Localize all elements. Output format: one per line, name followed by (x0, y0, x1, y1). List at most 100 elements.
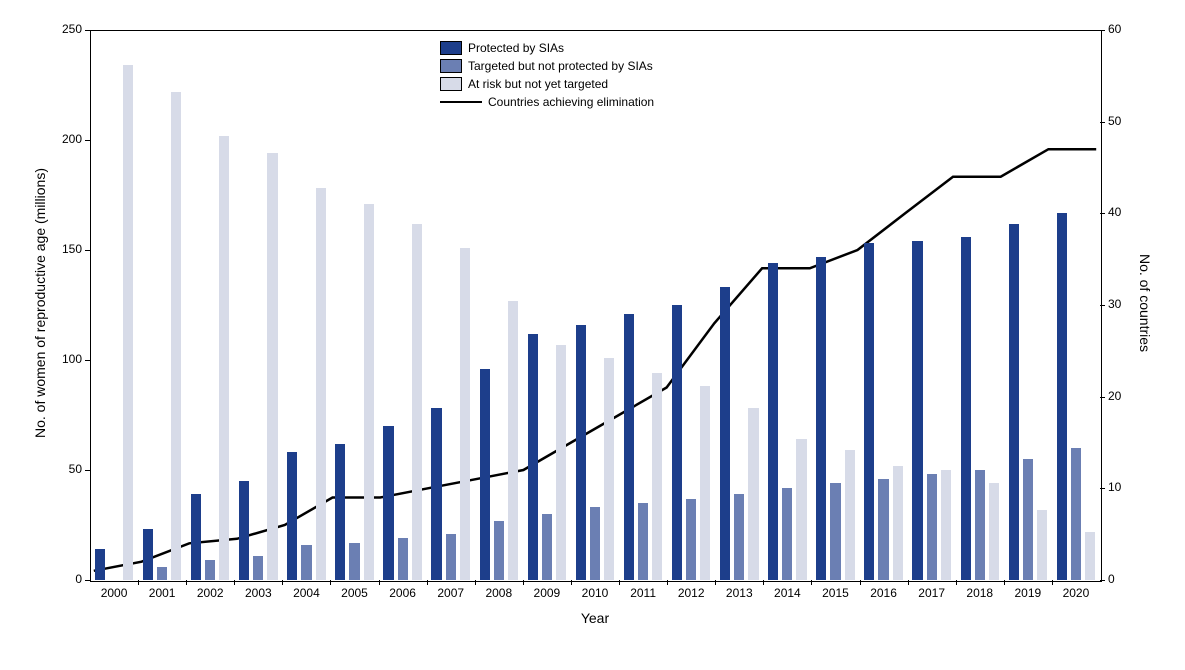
bar-at_risk_not_targeted (845, 450, 855, 580)
legend-label: Countries achieving elimination (488, 95, 654, 109)
bar-targeted_not_protected (446, 534, 456, 580)
y-left-tick-label: 50 (69, 462, 82, 476)
x-tick (667, 580, 668, 585)
bar-targeted_not_protected (830, 483, 840, 580)
y-left-tick (85, 470, 90, 471)
y-right-tick (1100, 488, 1105, 489)
x-tick (715, 580, 716, 585)
x-tick-label: 2015 (822, 586, 849, 600)
x-tick (234, 580, 235, 585)
bar-protected (1009, 224, 1019, 580)
x-tick-label: 2019 (1014, 586, 1041, 600)
bar-at_risk_not_targeted (748, 408, 758, 580)
y-left-tick-label: 150 (62, 242, 82, 256)
x-tick-label: 2007 (437, 586, 464, 600)
bar-at_risk_not_targeted (460, 248, 470, 580)
bar-protected (528, 334, 538, 580)
bar-protected (191, 494, 201, 580)
legend-label: Targeted but not protected by SIAs (468, 59, 653, 73)
x-tick (186, 580, 187, 585)
bar-at_risk_not_targeted (1085, 532, 1095, 580)
bar-protected (431, 408, 441, 580)
x-tick (763, 580, 764, 585)
y-right-tick-label: 40 (1108, 205, 1121, 219)
x-tick (571, 580, 572, 585)
x-tick (811, 580, 812, 585)
legend-label: Protected by SIAs (468, 41, 564, 55)
bar-at_risk_not_targeted (652, 373, 662, 580)
bar-targeted_not_protected (686, 499, 696, 580)
bar-targeted_not_protected (734, 494, 744, 580)
x-tick-label: 2014 (774, 586, 801, 600)
bar-protected (768, 263, 778, 580)
bar-at_risk_not_targeted (989, 483, 999, 580)
bar-protected (287, 452, 297, 580)
y-right-tick (1100, 580, 1105, 581)
bar-targeted_not_protected (590, 507, 600, 580)
y-right-tick (1100, 213, 1105, 214)
bar-targeted_not_protected (782, 488, 792, 580)
bar-protected (95, 549, 105, 580)
x-axis-label: Year (90, 610, 1100, 626)
legend-item: At risk but not yet targeted (440, 76, 654, 92)
bar-targeted_not_protected (1071, 448, 1081, 580)
x-tick (523, 580, 524, 585)
legend-line-icon (440, 101, 482, 103)
bar-targeted_not_protected (301, 545, 311, 580)
y-right-tick-label: 50 (1108, 114, 1121, 128)
y-right-tick-label: 20 (1108, 389, 1121, 403)
y-left-tick (85, 360, 90, 361)
legend: Protected by SIAs Targeted but not protec… (440, 40, 654, 112)
x-tick (330, 580, 331, 585)
bar-targeted_not_protected (1023, 459, 1033, 580)
x-tick (860, 580, 861, 585)
bar-protected (816, 257, 826, 580)
bar-protected (383, 426, 393, 580)
legend-item: Countries achieving elimination (440, 94, 654, 110)
bar-protected (672, 305, 682, 580)
x-tick (619, 580, 620, 585)
y-axis-label-right: No. of countries (1137, 228, 1153, 378)
x-tick (1052, 580, 1053, 585)
y-right-tick (1100, 305, 1105, 306)
bar-targeted_not_protected (349, 543, 359, 580)
bar-at_risk_not_targeted (1037, 510, 1047, 580)
bar-protected (143, 529, 153, 580)
y-left-tick (85, 580, 90, 581)
bar-protected (576, 325, 586, 580)
bar-at_risk_not_targeted (893, 466, 903, 580)
x-tick-label: 2006 (389, 586, 416, 600)
bar-targeted_not_protected (398, 538, 408, 580)
bar-protected (480, 369, 490, 580)
x-tick-label: 2020 (1063, 586, 1090, 600)
legend-item: Targeted but not protected by SIAs (440, 58, 654, 74)
bar-targeted_not_protected (927, 474, 937, 580)
y-axis-label-left: No. of women of reproductive age (millio… (32, 153, 48, 453)
x-tick-label: 2011 (630, 586, 656, 600)
bar-protected (864, 243, 874, 580)
x-tick-label: 2017 (918, 586, 945, 600)
bar-at_risk_not_targeted (267, 153, 277, 580)
x-tick-label: 2018 (966, 586, 993, 600)
legend-swatch (440, 41, 462, 55)
y-right-tick-label: 60 (1108, 22, 1121, 36)
y-left-tick (85, 250, 90, 251)
y-left-tick (85, 140, 90, 141)
x-tick-label: 2012 (678, 586, 705, 600)
x-tick-label: 2005 (341, 586, 368, 600)
bar-at_risk_not_targeted (700, 386, 710, 580)
bar-at_risk_not_targeted (941, 470, 951, 580)
legend-item: Protected by SIAs (440, 40, 654, 56)
bar-protected (624, 314, 634, 580)
bar-protected (720, 287, 730, 580)
bar-at_risk_not_targeted (412, 224, 422, 580)
y-right-tick (1100, 122, 1105, 123)
y-right-tick (1100, 397, 1105, 398)
y-right-tick-label: 0 (1108, 572, 1115, 586)
x-tick-label: 2000 (101, 586, 128, 600)
bar-targeted_not_protected (638, 503, 648, 580)
bar-protected (335, 444, 345, 580)
bar-protected (912, 241, 922, 580)
x-tick (956, 580, 957, 585)
x-tick (379, 580, 380, 585)
